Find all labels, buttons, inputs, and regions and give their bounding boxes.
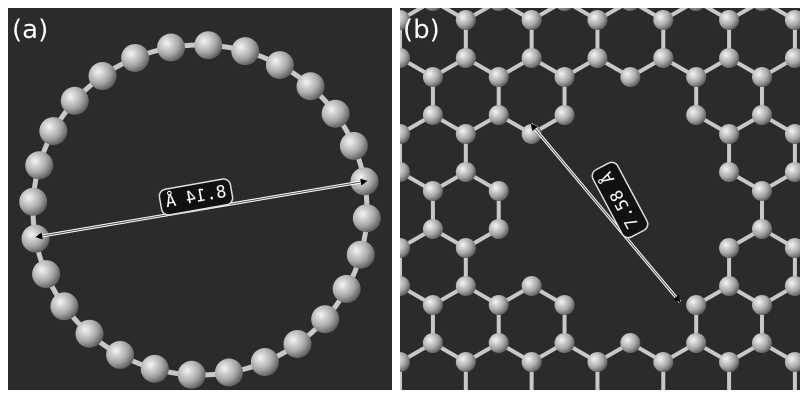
atom	[456, 48, 476, 68]
atom	[752, 295, 772, 315]
atom	[297, 72, 325, 100]
atom	[489, 295, 509, 315]
atom	[390, 276, 410, 296]
atom	[390, 238, 410, 258]
atom	[39, 117, 67, 145]
page: 8.14 Å 7.58 Å (a) (b) (() => { const dat…	[0, 0, 800, 396]
atom	[555, 333, 575, 353]
atom	[555, 105, 575, 125]
atom	[489, 333, 509, 353]
atom	[522, 276, 542, 296]
atom	[489, 105, 509, 125]
atom	[489, 219, 509, 239]
atom	[347, 241, 375, 269]
atom	[89, 62, 117, 90]
atom	[752, 105, 772, 125]
atom	[390, 48, 410, 68]
atom	[194, 31, 222, 59]
atom	[423, 295, 443, 315]
atom	[489, 67, 509, 87]
atom	[719, 390, 739, 396]
atom	[333, 275, 361, 303]
atom	[283, 330, 311, 358]
atom	[456, 238, 476, 258]
atom	[719, 10, 739, 30]
atom	[620, 333, 640, 353]
atom	[653, 352, 673, 372]
atom	[423, 105, 443, 125]
atom	[555, 295, 575, 315]
atom	[456, 352, 476, 372]
panel-label: (b)	[403, 15, 440, 45]
atom	[587, 10, 607, 30]
panel-label: (a)	[12, 15, 48, 45]
atom	[178, 361, 206, 389]
atom	[785, 390, 800, 396]
atom	[19, 188, 47, 216]
atom	[50, 292, 78, 320]
atom	[522, 390, 542, 396]
atom	[587, 48, 607, 68]
atom	[390, 352, 410, 372]
atom	[353, 204, 381, 232]
atom	[653, 10, 673, 30]
atom	[752, 67, 772, 87]
atom	[719, 352, 739, 372]
atom	[752, 181, 772, 201]
atom	[61, 87, 89, 115]
atom	[456, 390, 476, 396]
atom	[686, 105, 706, 125]
atom	[522, 352, 542, 372]
atom	[653, 390, 673, 396]
atom	[752, 219, 772, 239]
atom	[121, 44, 149, 72]
atom	[686, 295, 706, 315]
atom	[522, 10, 542, 30]
atom	[423, 67, 443, 87]
atom	[25, 151, 53, 179]
atom	[423, 219, 443, 239]
atom	[653, 48, 673, 68]
atom	[719, 238, 739, 258]
atom	[752, 333, 772, 353]
atom	[456, 10, 476, 30]
atom	[423, 181, 443, 201]
atom	[719, 124, 739, 144]
atom	[555, 67, 575, 87]
atom	[719, 48, 739, 68]
atom	[157, 34, 185, 62]
atom	[215, 358, 243, 386]
atom	[106, 341, 134, 369]
atom	[75, 320, 103, 348]
atom	[390, 124, 410, 144]
atom	[456, 124, 476, 144]
atom	[719, 276, 739, 296]
atom	[311, 305, 339, 333]
atom	[32, 260, 60, 288]
atom	[587, 352, 607, 372]
figure: 8.14 Å 7.58 Å (a) (b)	[0, 0, 800, 396]
atom	[390, 162, 410, 182]
atom	[686, 67, 706, 87]
atom	[340, 132, 368, 160]
atom	[489, 181, 509, 201]
atom	[620, 67, 640, 87]
atom	[456, 276, 476, 296]
atom	[390, 390, 410, 396]
atom	[522, 48, 542, 68]
atom	[423, 333, 443, 353]
atom	[22, 225, 50, 253]
atom	[141, 355, 169, 383]
atom	[456, 162, 476, 182]
atom	[587, 390, 607, 396]
atom	[231, 37, 259, 65]
atom	[251, 348, 279, 376]
atom	[322, 100, 350, 128]
atom	[686, 333, 706, 353]
atom	[266, 51, 294, 79]
atom	[719, 162, 739, 182]
